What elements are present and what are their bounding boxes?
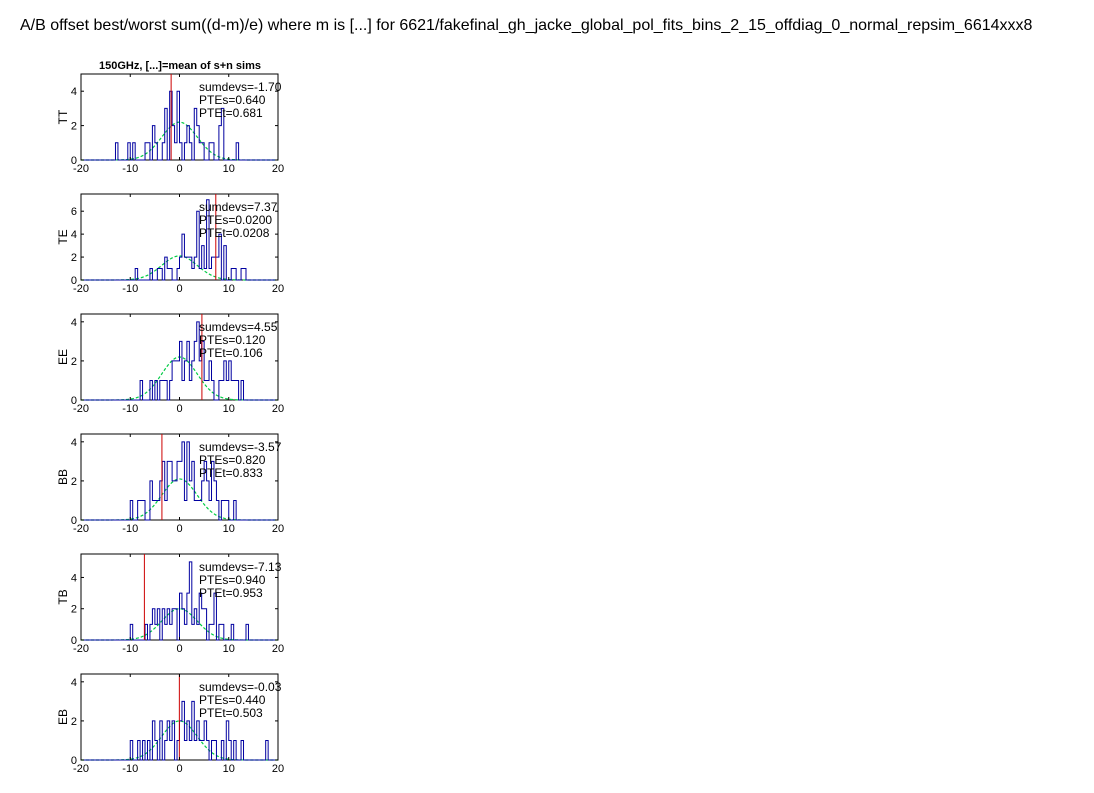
stat-annotation: PTEt=0.503 <box>199 706 263 720</box>
x-tick-label: 20 <box>272 643 284 655</box>
histogram-series <box>81 561 278 641</box>
x-tick-label: -20 <box>73 643 89 655</box>
stat-annotation: PTEt=0.833 <box>199 466 263 480</box>
histogram-series <box>81 441 278 521</box>
y-tick-label: 6 <box>71 206 77 218</box>
x-tick-label: 0 <box>176 643 182 655</box>
page-title: A/B offset best/worst sum((d-m)/e) where… <box>20 17 1033 34</box>
y-axis-label: BB <box>56 469 70 485</box>
expected-curve <box>81 356 278 401</box>
y-tick-label: 2 <box>71 356 77 368</box>
histogram-series <box>81 321 278 401</box>
y-axis-label: EE <box>56 349 70 365</box>
stat-annotation: sumdevs=-7.13 <box>199 560 282 574</box>
stat-annotation: PTEs=0.640 <box>199 93 266 107</box>
y-axis-label: EB <box>56 709 70 725</box>
x-tick-label: 0 <box>176 163 182 175</box>
panel-tb: -20 -10 0 10 20 0 2 4TB sumdevs=-7.13PTEs=0.940P… <box>56 553 284 655</box>
stat-annotation: sumdevs=7.37 <box>199 200 278 214</box>
stat-annotation: sumdevs=-1.70 <box>199 80 282 94</box>
y-tick-label: 4 <box>71 317 77 329</box>
stat-annotation: PTEt=0.106 <box>199 346 263 360</box>
x-tick-label: 0 <box>176 763 182 775</box>
x-tick-label: -10 <box>122 163 138 175</box>
y-axis-label: TB <box>56 589 70 604</box>
stat-annotation: sumdevs=4.55 <box>199 320 278 334</box>
panel-title: 150GHz, [...]=mean of s+n sims <box>99 60 261 72</box>
y-tick-label: 4 <box>71 572 77 584</box>
stat-annotation: sumdevs=-0.03 <box>199 680 282 694</box>
x-tick-label: -10 <box>122 643 138 655</box>
y-tick-label: 0 <box>71 515 77 527</box>
y-tick-label: 2 <box>71 252 77 264</box>
y-tick-label: 2 <box>71 716 77 728</box>
y-tick-label: 0 <box>71 635 77 647</box>
x-tick-label: 10 <box>223 763 235 775</box>
x-tick-label: 10 <box>223 163 235 175</box>
y-axis-label: TT <box>56 109 70 124</box>
x-tick-label: 10 <box>223 643 235 655</box>
x-tick-label: -10 <box>122 403 138 415</box>
y-tick-label: 4 <box>71 229 77 241</box>
x-tick-label: 20 <box>272 163 284 175</box>
x-tick-label: 20 <box>272 523 284 535</box>
y-tick-label: 0 <box>71 755 77 767</box>
x-tick-label: 0 <box>176 283 182 295</box>
x-tick-label: 10 <box>223 283 235 295</box>
histogram-series <box>81 700 278 761</box>
stat-annotation: PTEt=0.681 <box>199 106 263 120</box>
y-axis-label: TE <box>56 229 70 244</box>
x-tick-label: 20 <box>272 763 284 775</box>
y-tick-label: 0 <box>71 275 77 287</box>
x-tick-label: -20 <box>73 523 89 535</box>
y-tick-label: 0 <box>71 395 77 407</box>
panel-ee: -20 -10 0 10 20 0 2 4 EE sumdevs=4.55PTEs=0.120PT… <box>56 313 284 415</box>
histogram-series <box>81 90 278 161</box>
x-tick-label: 20 <box>272 403 284 415</box>
panel-bb: -20 -10 0 10 20 0 2 4 BB sumdevs=-3.57PTEs=0.820P… <box>56 433 284 535</box>
panel-tt: -20 -10 0 10 20 0 2 4TT sumdevs=-1.70PTEs=0.640P… <box>56 73 284 175</box>
x-tick-label: -20 <box>73 403 89 415</box>
x-tick-label: 10 <box>223 403 235 415</box>
y-tick-label: 0 <box>71 155 77 167</box>
y-tick-label: 4 <box>71 677 77 689</box>
x-tick-label: 10 <box>223 523 235 535</box>
stat-annotation: PTEs=0.820 <box>199 453 266 467</box>
stat-annotation: PTEt=0.953 <box>199 586 263 600</box>
expected-curve <box>81 478 278 521</box>
histogram-series <box>81 199 278 281</box>
stat-annotation: PTEs=0.120 <box>199 333 266 347</box>
stat-annotation: sumdevs=-3.57 <box>199 440 282 454</box>
stat-annotation: PTEs=0.0200 <box>199 213 272 227</box>
x-tick-label: -10 <box>122 523 138 535</box>
panel-eb: -20 -10 0 10 20 0 2 4 EB sumdevs=-0.03PTEs=0.440P… <box>56 673 284 775</box>
x-tick-label: -20 <box>73 763 89 775</box>
x-tick-label: -10 <box>122 763 138 775</box>
panel-te: -20 -10 0 10 20 0 2 4 6TE sumdevs=7.37PTEs=0.0200… <box>56 193 284 295</box>
stat-annotation: PTEs=0.440 <box>199 693 266 707</box>
stat-annotation: PTEs=0.940 <box>199 573 266 587</box>
stat-annotation: PTEt=0.0208 <box>199 226 270 240</box>
y-tick-label: 2 <box>71 121 77 133</box>
x-tick-label: -20 <box>73 163 89 175</box>
y-tick-label: 2 <box>71 476 77 488</box>
y-tick-label: 4 <box>71 86 77 98</box>
x-tick-label: 0 <box>176 403 182 415</box>
x-tick-label: -10 <box>122 283 138 295</box>
y-tick-label: 2 <box>71 604 77 616</box>
x-tick-label: 0 <box>176 523 182 535</box>
x-tick-label: -20 <box>73 283 89 295</box>
y-tick-label: 4 <box>71 437 77 449</box>
x-tick-label: 20 <box>272 283 284 295</box>
